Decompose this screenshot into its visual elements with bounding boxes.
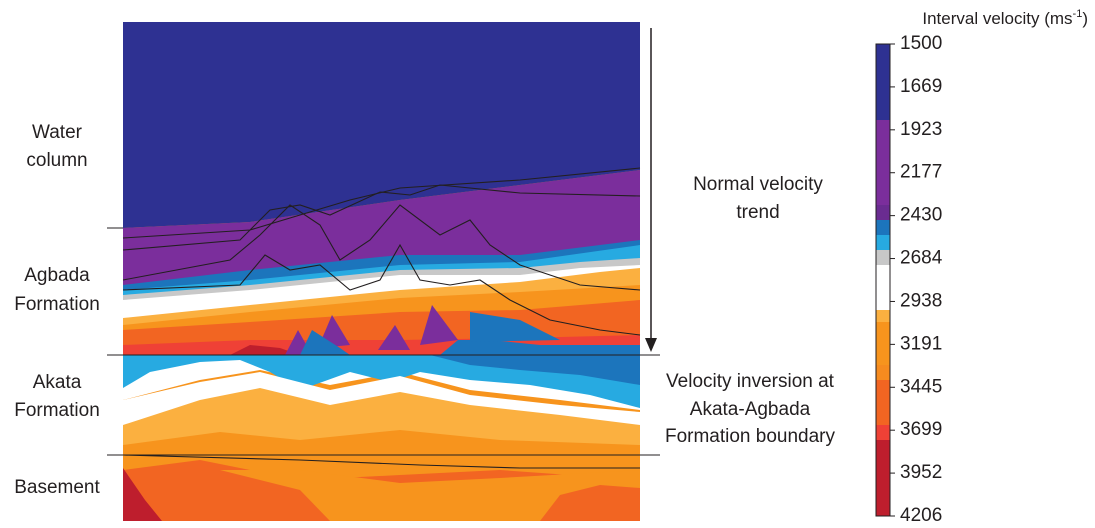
colorbar-tick-label: 3191 <box>900 333 942 354</box>
colorbar-tick-label: 2177 <box>900 162 942 183</box>
label: column <box>26 150 87 171</box>
label: trend <box>736 202 779 223</box>
colorbar-tick-label: 2684 <box>900 248 943 269</box>
colorbar-tick-label: 2938 <box>900 290 942 311</box>
label: Formation <box>14 400 100 421</box>
colorbar-tick-label: 3952 <box>900 462 942 483</box>
colorbar-tick-label: 3699 <box>900 419 942 440</box>
label: Formation boundary <box>665 426 836 447</box>
label: Formation <box>14 294 100 315</box>
colorbar-title-sup: -1 <box>1073 8 1083 20</box>
colorbar-tick-label: 1923 <box>900 119 942 140</box>
colorbar-tick-label: 1669 <box>900 76 942 97</box>
figure: Interval velocity (ms-1) Water column Ag… <box>0 0 1095 528</box>
label: Water <box>32 122 83 143</box>
label: Akata <box>33 372 82 393</box>
colorbar-tick-label: 2430 <box>900 205 942 226</box>
colorbar-title: Interval velocity (ms-1) <box>922 8 1088 29</box>
label: Akata-Agbada <box>690 399 811 420</box>
colorbar-tick-label: 1500 <box>900 33 942 54</box>
label: Velocity inversion at <box>666 371 835 392</box>
label: Basement <box>14 477 100 498</box>
colorbar-tick-label: 4206 <box>900 505 942 526</box>
colorbar-title-text: Interval velocity (ms <box>922 9 1072 28</box>
colorbar-title-end: ) <box>1082 9 1088 28</box>
colorbar-tick-label: 3445 <box>900 376 942 397</box>
label: Agbada <box>24 265 90 286</box>
velocity-section <box>123 22 640 521</box>
label: Normal velocity <box>693 174 823 195</box>
